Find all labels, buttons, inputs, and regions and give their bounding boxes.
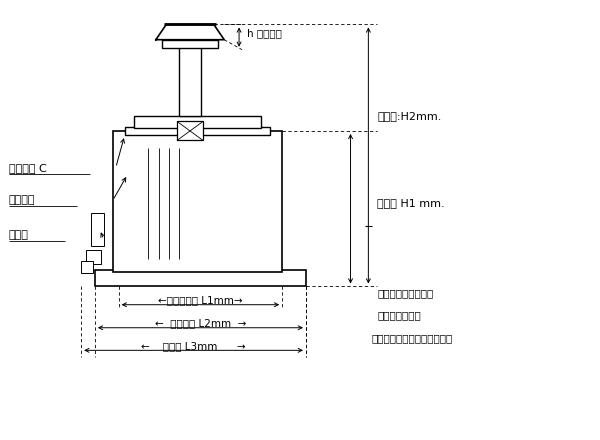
Bar bbox=[125, 127, 270, 135]
Text: 单层线包: 单层线包 bbox=[9, 195, 35, 205]
Bar bbox=[134, 116, 262, 128]
Bar bbox=[179, 40, 202, 116]
Text: 恒压电刷 C: 恒压电刷 C bbox=[9, 163, 46, 173]
Text: 总高度 H1 mm.: 总高度 H1 mm. bbox=[377, 198, 445, 208]
Bar bbox=[91, 213, 104, 246]
Bar bbox=[95, 270, 306, 286]
Bar bbox=[177, 121, 203, 140]
Bar bbox=[162, 40, 218, 48]
Bar bbox=[113, 131, 282, 272]
Text: 中心柱高度可以改动: 中心柱高度可以改动 bbox=[377, 288, 434, 298]
Text: （包括接线板和接线柱端子）: （包括接线板和接线柱端子） bbox=[371, 333, 452, 343]
Text: ←安装孔距离 L1mm→: ←安装孔距离 L1mm→ bbox=[158, 295, 243, 305]
Text: ←    总宽度 L3mm      →: ← 总宽度 L3mm → bbox=[141, 341, 246, 351]
Text: ←  底座宽度 L2mm  →: ← 底座宽度 L2mm → bbox=[155, 319, 246, 328]
Text: 正方形安装底座: 正方形安装底座 bbox=[377, 311, 421, 321]
Bar bbox=[81, 261, 93, 273]
Text: 总高度:H2mm.: 总高度:H2mm. bbox=[377, 111, 442, 121]
Text: h 手轮高度: h 手轮高度 bbox=[247, 28, 281, 38]
Text: 接线板: 接线板 bbox=[9, 230, 29, 240]
Bar bbox=[86, 250, 101, 264]
